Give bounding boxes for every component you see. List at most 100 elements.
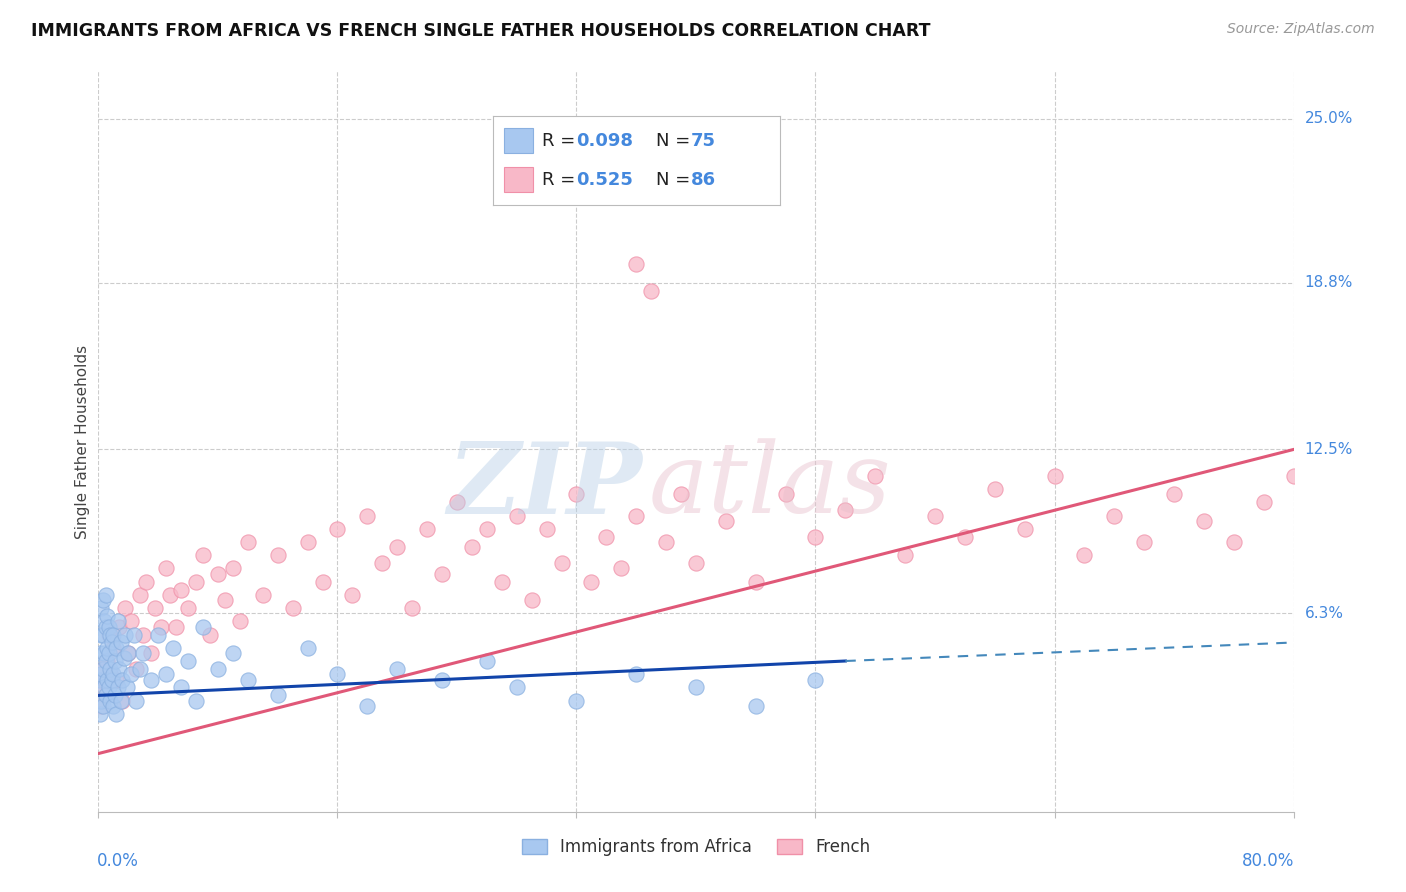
Point [110, 635, 132, 649]
Point [371, 556, 394, 570]
Point [114, 601, 136, 615]
Point [101, 635, 124, 649]
Point [1073, 548, 1095, 562]
Point [214, 593, 236, 607]
Point [93, 673, 115, 687]
Point [1133, 535, 1156, 549]
Point [626, 667, 648, 681]
Point [97, 646, 120, 660]
Point [90, 601, 112, 615]
Point [93, 681, 115, 695]
Point [745, 574, 768, 589]
Point [356, 698, 378, 713]
Point [117, 646, 139, 660]
Point [311, 574, 333, 589]
Point [105, 673, 128, 687]
Point [475, 654, 498, 668]
Point [401, 601, 423, 615]
Point [155, 667, 177, 681]
Point [446, 495, 468, 509]
Text: 18.8%: 18.8% [1305, 276, 1353, 291]
Point [108, 662, 131, 676]
Point [222, 561, 245, 575]
Point [91, 662, 114, 676]
Point [125, 694, 148, 708]
Point [117, 646, 139, 660]
Point [953, 530, 976, 544]
Point [165, 619, 187, 633]
Point [491, 574, 513, 589]
Point [297, 640, 319, 655]
Text: 25.0%: 25.0% [1305, 112, 1353, 127]
Point [94, 689, 117, 703]
Point [97, 627, 120, 641]
Point [107, 681, 129, 695]
Text: 6.3%: 6.3% [1305, 606, 1344, 621]
Point [89, 673, 111, 687]
Point [93, 615, 115, 629]
Point [984, 482, 1007, 496]
Point [475, 522, 498, 536]
Point [91, 593, 114, 607]
Point [125, 662, 148, 676]
Text: ZIP: ZIP [447, 438, 643, 534]
Point [385, 541, 409, 555]
Point [416, 522, 439, 536]
Text: 80.0%: 80.0% [1243, 853, 1295, 871]
Point [924, 508, 946, 523]
Point [281, 601, 304, 615]
Point [550, 556, 572, 570]
Point [111, 694, 134, 708]
Point [89, 706, 111, 721]
Point [139, 673, 162, 687]
Point [236, 673, 259, 687]
Text: atlas: atlas [648, 438, 891, 533]
Y-axis label: Single Father Households: Single Father Households [75, 344, 90, 539]
Text: IMMIGRANTS FROM AFRICA VS FRENCH SINGLE FATHER HOUSEHOLDS CORRELATION CHART: IMMIGRANTS FROM AFRICA VS FRENCH SINGLE … [31, 22, 931, 40]
Point [90, 627, 112, 641]
Point [112, 651, 135, 665]
Point [804, 673, 827, 687]
Point [103, 698, 125, 713]
Point [139, 646, 162, 660]
Point [520, 593, 543, 607]
Point [595, 530, 617, 544]
Point [506, 508, 529, 523]
Point [222, 646, 245, 660]
Point [120, 615, 142, 629]
Point [655, 535, 678, 549]
Point [132, 646, 155, 660]
Point [150, 619, 173, 633]
Point [267, 689, 290, 703]
Point [430, 566, 453, 581]
Point [267, 548, 290, 562]
Point [252, 588, 274, 602]
Point [89, 646, 111, 660]
Point [1014, 522, 1036, 536]
Point [177, 601, 200, 615]
Point [120, 667, 142, 681]
Point [90, 667, 112, 681]
Point [135, 574, 157, 589]
Point [155, 561, 177, 575]
Point [1223, 535, 1246, 549]
Point [159, 588, 181, 602]
Point [1043, 469, 1066, 483]
Text: 0.0%: 0.0% [97, 853, 139, 871]
Point [132, 627, 155, 641]
Point [105, 706, 128, 721]
Point [745, 698, 768, 713]
Legend: Immigrants from Africa, French: Immigrants from Africa, French [515, 831, 877, 863]
Point [184, 574, 207, 589]
Point [89, 681, 111, 695]
Point [685, 556, 707, 570]
Point [200, 627, 222, 641]
Point [461, 541, 484, 555]
Point [506, 681, 529, 695]
Point [124, 627, 146, 641]
Point [114, 627, 136, 641]
Point [640, 284, 662, 298]
Point [103, 640, 125, 655]
Point [669, 487, 692, 501]
Point [103, 627, 125, 641]
